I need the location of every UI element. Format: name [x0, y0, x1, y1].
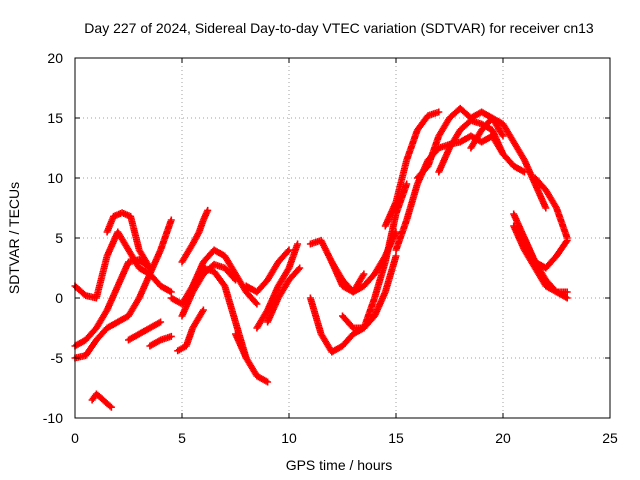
series-arc-i: [178, 206, 212, 266]
y-tick-label: 5: [55, 230, 63, 246]
data-point: [106, 402, 114, 410]
data-point: [542, 204, 550, 212]
series-arc-a: [71, 228, 175, 302]
data-point: [435, 108, 443, 116]
data-point: [519, 167, 527, 175]
series-arc-c: [71, 256, 154, 350]
data-point: [107, 403, 115, 411]
series-arc-o: [253, 240, 302, 332]
data-point: [563, 294, 571, 302]
data-point: [295, 265, 303, 273]
data-point: [296, 264, 304, 272]
data-point: [285, 246, 293, 254]
data-point: [498, 131, 506, 138]
series-arc-w: [413, 104, 507, 182]
data-point: [232, 276, 239, 284]
data-point: [157, 318, 165, 326]
series-arc-s: [306, 180, 411, 356]
data-point: [166, 287, 174, 295]
series-arc-g: [88, 390, 115, 411]
x-tick-label: 0: [71, 430, 79, 446]
series-arc-aa: [510, 222, 571, 296]
series-arc-b: [103, 209, 154, 272]
data-point: [403, 180, 411, 188]
series-arc-d: [71, 216, 175, 362]
y-tick-label: 15: [47, 110, 63, 126]
data-point: [563, 288, 571, 296]
x-tick-label: 20: [495, 430, 511, 446]
x-tick-label: 5: [178, 430, 186, 446]
chart-title: Day 227 of 2024, Sidereal Day-to-day VTE…: [84, 20, 594, 36]
axis-ticks: 0 5 10 15 20 25 -10 -5 0 5 10 15 20: [43, 50, 618, 446]
series-arc-e: [125, 318, 165, 344]
data-point: [262, 377, 270, 385]
data-point: [199, 306, 207, 314]
data-point: [155, 337, 163, 345]
data-point: [167, 288, 175, 296]
data-point: [392, 252, 400, 260]
data-point: [284, 247, 292, 255]
data-point: [230, 275, 238, 283]
data-point: [253, 300, 261, 308]
series-arc-y: [467, 114, 550, 212]
y-tick-label: -10: [43, 410, 63, 426]
data-point: [360, 270, 368, 278]
x-tick-label: 15: [388, 430, 404, 446]
data-point: [562, 293, 570, 301]
data-point: [199, 308, 207, 315]
y-tick-label: -5: [51, 350, 64, 366]
data-point: [264, 378, 272, 386]
y-axis-label: SDTVAR / TECUs: [6, 182, 22, 294]
grid-lines: [75, 58, 610, 418]
x-axis-label: GPS time / hours: [286, 457, 393, 473]
series-arc-u: [381, 108, 443, 230]
y-tick-label: 10: [47, 170, 63, 186]
data-point: [359, 272, 367, 279]
data-point: [252, 299, 260, 307]
y-tick-label: 20: [47, 50, 63, 66]
series-arc-f: [146, 332, 175, 350]
data-point: [167, 216, 175, 224]
data-point: [194, 230, 202, 237]
data-point: [499, 132, 507, 140]
series-arc-ab: [520, 234, 571, 302]
data-points: [71, 104, 571, 411]
series-arc-l: [174, 306, 207, 355]
x-tick-label: 10: [281, 430, 297, 446]
data-point: [155, 319, 163, 327]
data-point: [204, 206, 212, 214]
series-arc-n: [242, 246, 293, 296]
x-tick-label: 25: [602, 430, 618, 446]
series-arc-t: [339, 252, 400, 332]
data-point: [167, 332, 175, 340]
y-tick-label: 0: [55, 290, 63, 306]
data-point: [284, 266, 292, 273]
data-point: [563, 234, 571, 242]
series-arc-ac: [531, 174, 571, 242]
series-arc-m: [232, 330, 272, 386]
data-point: [552, 203, 560, 210]
series-arc-k: [178, 260, 239, 320]
data-point: [294, 240, 302, 248]
series-arc-p: [264, 264, 304, 326]
